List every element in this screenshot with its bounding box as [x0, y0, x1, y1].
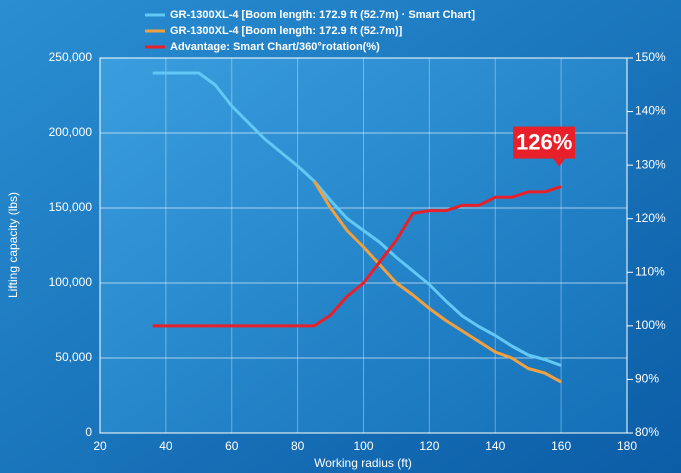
y2-tick-label: 130% [635, 157, 666, 171]
y-axis-label: Lifting capacity (lbs) [6, 192, 20, 298]
x-tick-label: 60 [225, 439, 239, 453]
y2-tick-label: 150% [635, 50, 666, 64]
legend-label: GR-1300XL-4 [Boom length: 172.9 ft (52.7… [170, 25, 403, 37]
y-tick-label: 0 [85, 425, 92, 439]
x-tick-label: 120 [419, 439, 439, 453]
y2-tick-label: 140% [635, 104, 666, 118]
y2-tick-label: 110% [635, 264, 665, 278]
y-tick-label: 200,000 [49, 125, 93, 139]
y-tick-label: 250,000 [49, 50, 93, 64]
x-tick-label: 100 [353, 439, 373, 453]
y2-tick-label: 90% [635, 372, 659, 386]
y-tick-label: 150,000 [49, 200, 93, 214]
x-tick-label: 40 [159, 439, 173, 453]
x-tick-label: 20 [93, 439, 107, 453]
x-axis-label: Working radius (ft) [314, 456, 412, 470]
x-tick-label: 80 [291, 439, 305, 453]
y2-tick-label: 100% [635, 318, 666, 332]
annotation: 126% [516, 129, 572, 154]
y-tick-label: 100,000 [49, 275, 93, 289]
series-line [312, 180, 562, 384]
legend-label: GR-1300XL-4 [Boom length: 172.9 ft (52.7… [170, 9, 475, 21]
y2-tick-label: 80% [635, 425, 659, 439]
x-tick-label: 160 [551, 439, 571, 453]
series-line [152, 185, 562, 328]
x-tick-label: 140 [485, 439, 505, 453]
legend-label: Advantage: Smart Chart/360°rotation(%) [170, 41, 380, 53]
y2-tick-label: 120% [635, 211, 666, 225]
y-tick-label: 50,000 [55, 350, 92, 364]
x-tick-label: 180 [617, 439, 637, 453]
annotation-box [513, 126, 576, 159]
annotation-pointer [553, 158, 566, 167]
